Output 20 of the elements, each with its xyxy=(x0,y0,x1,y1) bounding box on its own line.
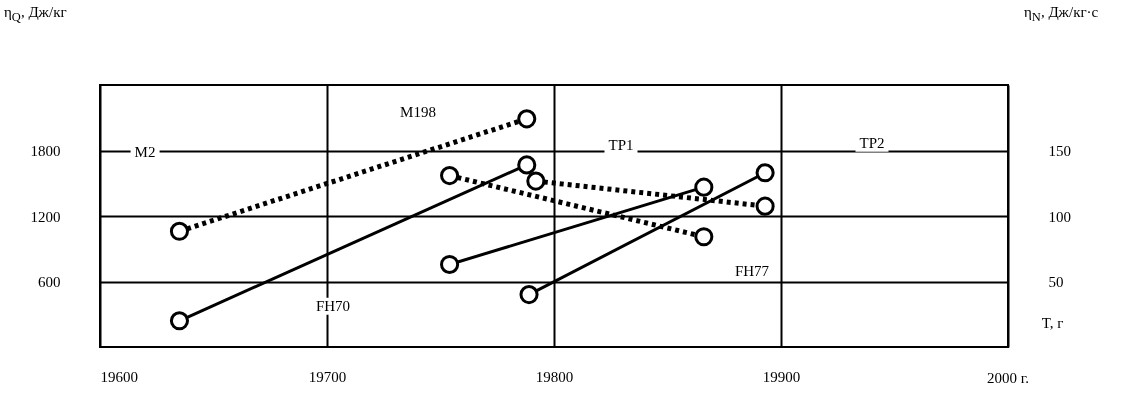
annotation: M2 xyxy=(130,143,160,161)
annotation: FH70 xyxy=(311,297,355,315)
annotation: TP1 xyxy=(604,136,638,154)
y-tick-label: 1200 xyxy=(30,208,61,225)
y2-tick-label: 150 xyxy=(1048,143,1071,159)
x-tick-label: 19600 xyxy=(100,368,138,385)
x-tick-label: 19900 xyxy=(762,368,801,385)
annotation: FH77 xyxy=(730,262,774,280)
annotation: M198 xyxy=(396,103,440,121)
y2-tick-label: 100 xyxy=(1048,208,1071,225)
x-tick-label: 19800 xyxy=(535,368,574,385)
y2-axis-title: η$_{N}$, Дж/кг·с xyxy=(1020,4,1103,25)
y2-tick-label: 50 xyxy=(1048,274,1064,290)
x-axis-title: T, г xyxy=(1041,314,1064,331)
y-axis-title: η$_{Q}$, Дж/кг xyxy=(0,4,71,25)
text: 2000 г. xyxy=(983,369,1033,387)
y-tick-label: 600 xyxy=(38,274,61,290)
annotation: TP2 xyxy=(855,134,889,152)
x-tick-label: 19700 xyxy=(308,368,347,385)
y-tick-label: 1800 xyxy=(30,143,61,159)
